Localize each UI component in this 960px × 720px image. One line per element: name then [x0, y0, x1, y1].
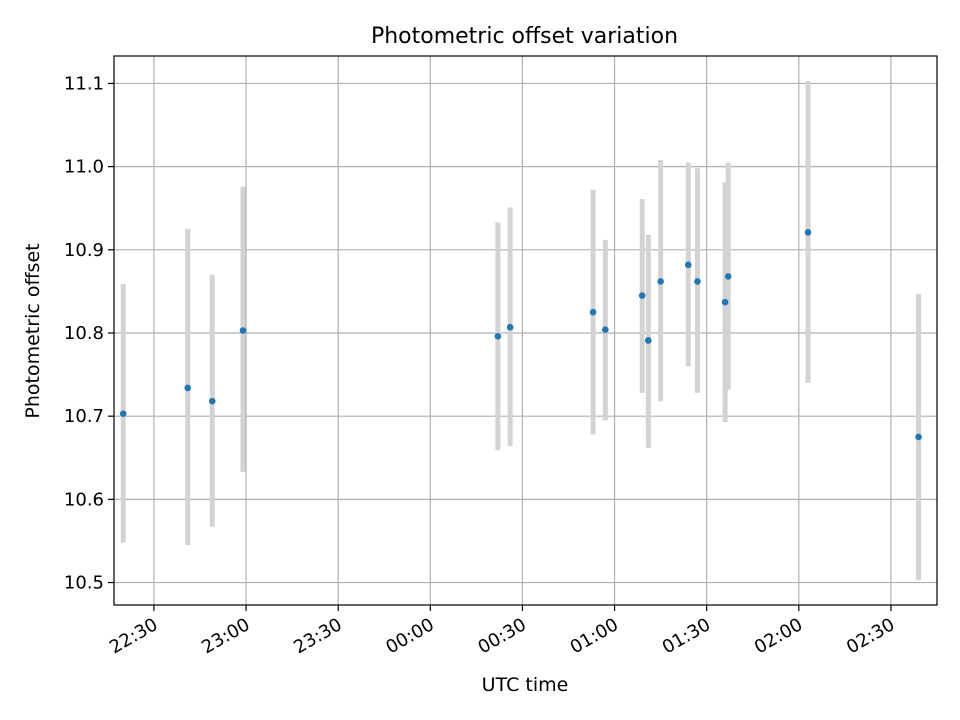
data-point	[721, 298, 729, 306]
y-tick-label: 10.8	[64, 323, 104, 344]
y-tick-label: 10.6	[64, 489, 104, 510]
data-point	[184, 384, 192, 392]
data-point	[684, 261, 692, 269]
data-point	[602, 326, 609, 333]
grid	[114, 56, 937, 605]
data-point	[657, 278, 664, 285]
y-tick-label: 10.7	[64, 406, 104, 427]
x-axis-title: UTC time	[482, 674, 569, 696]
data-point	[589, 308, 597, 316]
data-point	[494, 333, 502, 340]
data-point	[208, 397, 216, 405]
y-axis: 10.5 10.6 10.7 10.8 10.9 11.0 11.1	[64, 73, 114, 594]
data-point	[724, 273, 732, 280]
data-point	[638, 292, 646, 299]
data-point	[119, 410, 127, 417]
y-tick-label: 11.1	[64, 73, 104, 94]
data-point	[694, 278, 701, 285]
data-point	[239, 327, 247, 334]
y-tick-label: 10.9	[64, 240, 104, 261]
data-point	[645, 337, 652, 344]
data-points	[119, 229, 922, 441]
chart-title: Photometric offset variation	[371, 24, 678, 49]
data-point	[915, 433, 922, 441]
y-tick-label: 10.5	[64, 573, 104, 594]
y-axis-title: Photometric offset	[22, 243, 44, 418]
y-tick-label: 11.0	[64, 157, 104, 178]
plot-frame	[113, 55, 938, 606]
data-point	[506, 323, 514, 331]
data-point	[804, 229, 812, 236]
